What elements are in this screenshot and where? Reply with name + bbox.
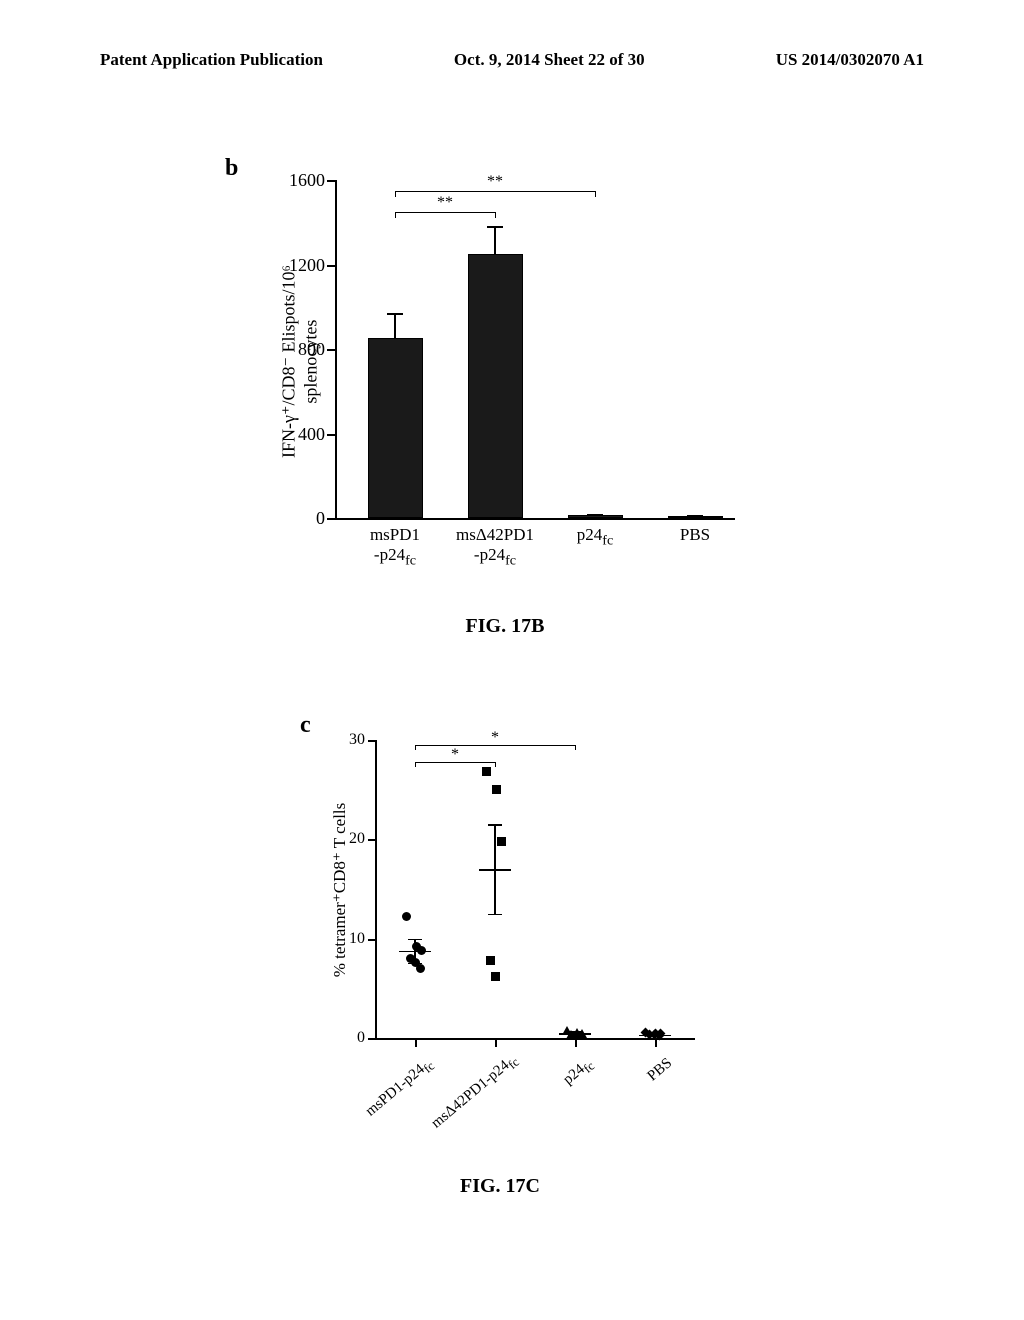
header-left: Patent Application Publication [100,50,323,70]
error-cap [587,514,603,516]
bar [368,338,423,518]
significance-label: * [445,746,465,764]
error-cap [648,1036,662,1038]
figure-17c: c 0102030msPD1-p24fcmsΔ42PD1-p24fcp24fcP… [280,720,780,1210]
significance-label: ** [480,173,510,191]
x-tick [415,1040,417,1047]
error-cap [387,313,403,315]
page-header: Patent Application Publication Oct. 9, 2… [0,50,1024,70]
significance-label: ** [430,194,460,212]
significance-tick [575,745,576,750]
panel-label-b: b [225,155,238,182]
y-tick [368,939,375,941]
x-label: msPD1-p24fc [348,1055,437,1135]
data-point [497,837,506,846]
error-cap [568,1035,582,1037]
y-tick-label: 30 [325,731,365,749]
error-bar [494,824,496,913]
data-point [486,956,495,965]
y-tick-label: 1600 [265,170,325,191]
y-tick [368,1038,375,1040]
error-cap [568,1031,582,1033]
y-tick [327,518,335,520]
data-point [492,785,501,794]
y-tick [368,839,375,841]
error-cap [488,824,502,826]
y-axis [335,180,337,520]
x-label: msΔ42PD1-p24fc [428,1055,517,1135]
error-cap [488,914,502,916]
significance-tick [395,212,396,218]
significance-tick [595,191,596,197]
error-cap [487,226,503,228]
x-axis [335,518,735,520]
y-axis [375,740,377,1040]
significance-bar [395,212,495,213]
significance-tick [415,745,416,750]
y-tick [327,434,335,436]
error-bar [414,939,416,963]
significance-tick [395,191,396,197]
y-tick-label: 0 [325,1029,365,1047]
bar [468,254,523,518]
y-axis-label: % tetramer⁺CD8⁺ T cells [330,780,350,1000]
y-axis-label: IFN-γ⁺/CD8⁻ Elispots/10⁶ splenocytes [278,212,321,512]
data-point [416,964,425,973]
significance-bar [395,191,595,192]
bar-chart: 040080012001600msPD1-p24fcmsΔ42PD1-p24fc… [335,180,755,560]
y-tick [327,180,335,182]
significance-tick [415,762,416,767]
figure-caption-c: FIG. 17C [250,1175,750,1198]
figure-17b: b 040080012001600msPD1-p24fcmsΔ42PD1-p24… [225,155,785,645]
figure-caption-b: FIG. 17B [225,615,785,638]
data-point [482,767,491,776]
x-tick [655,1040,657,1047]
error-bar [394,313,396,338]
error-cap [408,939,422,941]
y-tick [368,740,375,742]
x-label: PBS [588,1055,676,1132]
y-tick [327,349,335,351]
x-label: p24fc [508,1055,597,1135]
scatter-chart: 0102030msPD1-p24fcmsΔ42PD1-p24fcp24fcPBS… [375,740,705,1070]
header-center: Oct. 9, 2014 Sheet 22 of 30 [454,50,645,70]
data-point [491,972,500,981]
significance-label: * [485,729,505,747]
y-tick [327,265,335,267]
error-cap [408,963,422,965]
x-tick [495,1040,497,1047]
x-tick [575,1040,577,1047]
significance-tick [495,212,496,218]
error-cap [687,515,703,517]
header-right: US 2014/0302070 A1 [776,50,924,70]
x-label: PBS [635,525,755,545]
x-axis [375,1038,695,1040]
error-bar [494,226,496,253]
panel-label-c: c [300,712,311,739]
significance-tick [495,762,496,767]
data-point [402,912,411,921]
